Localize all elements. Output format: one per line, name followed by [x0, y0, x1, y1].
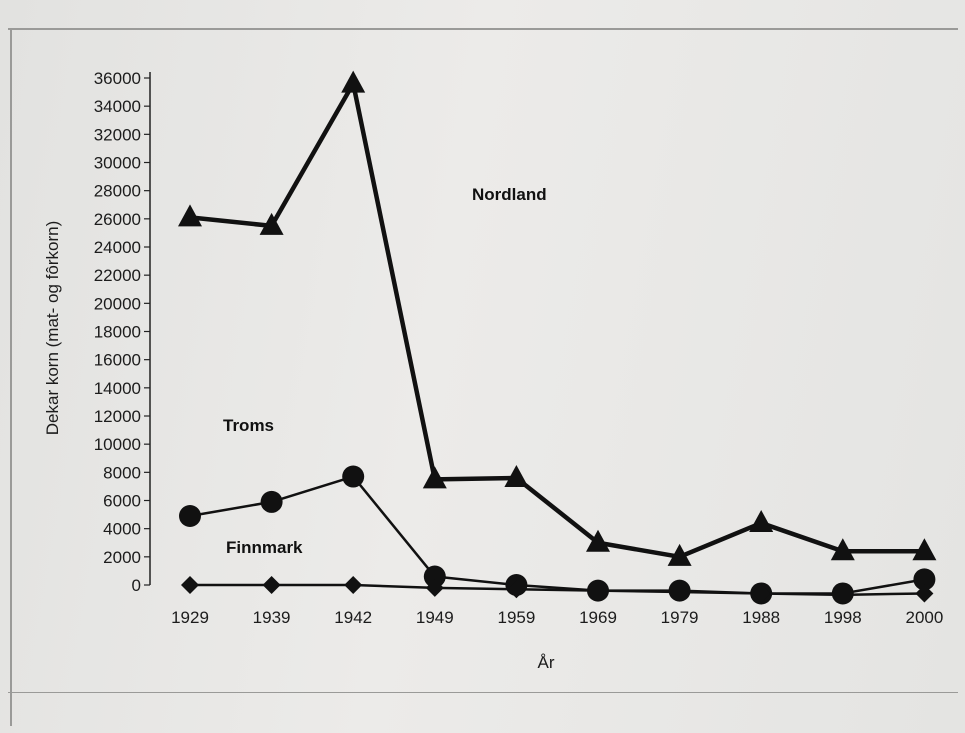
point-nordland — [504, 464, 529, 487]
y-tick-label: 2000 — [103, 548, 141, 567]
point-troms — [423, 565, 446, 588]
y-tick-label: 18000 — [94, 323, 141, 342]
point-finnmark — [589, 581, 607, 600]
series-label-troms: Troms — [223, 416, 274, 435]
point-nordland — [178, 204, 202, 227]
series-line-nordland — [189, 81, 925, 560]
bottom-border-line — [8, 692, 958, 693]
y-tick-label: 16000 — [94, 351, 141, 370]
point-nordland — [586, 529, 610, 552]
x-tick-label: 1969 — [579, 608, 617, 627]
point-finnmark — [915, 584, 934, 603]
x-tick-label: 1942 — [334, 608, 372, 627]
labels: År Dekar korn (mat- og fôrkorn) Nordland… — [43, 185, 555, 672]
y-tick-label: 30000 — [94, 154, 141, 173]
point-troms — [260, 490, 283, 513]
y-tick-label: 14000 — [94, 379, 141, 398]
point-finnmark — [833, 585, 852, 604]
point-nordland — [749, 510, 774, 533]
y-tick-label: 20000 — [94, 294, 141, 313]
y-tick-label: 4000 — [103, 520, 141, 539]
x-tick-label: 1998 — [824, 608, 862, 627]
point-nordland — [422, 466, 447, 489]
x-tick-label: 1988 — [742, 608, 780, 627]
y-axis-title: Dekar korn (mat- og fôrkorn) — [43, 221, 62, 435]
point-finnmark — [670, 583, 689, 602]
point-troms — [342, 465, 365, 488]
point-finnmark — [344, 576, 363, 594]
x-tick-label: 1939 — [253, 608, 291, 627]
y-tick-label: 24000 — [94, 238, 141, 257]
series-markers — [178, 70, 937, 605]
point-troms — [913, 568, 936, 591]
point-nordland — [912, 538, 937, 561]
y-tick-label: 0 — [132, 576, 141, 595]
x-tick-label: 2000 — [905, 608, 943, 627]
x-axis-title: År — [538, 653, 555, 672]
x-tick-label: 1979 — [661, 608, 699, 627]
x-tick-label: 1949 — [416, 608, 454, 627]
y-tick-label: 34000 — [94, 97, 141, 116]
y-tick-label: 12000 — [94, 407, 141, 426]
point-nordland — [667, 543, 692, 566]
series-line-finnmark — [190, 583, 925, 597]
series-label-finnmark: Finnmark — [226, 538, 303, 557]
y-tick-label: 10000 — [94, 435, 141, 454]
point-finnmark — [752, 584, 771, 603]
point-nordland — [830, 538, 855, 561]
y-tick-label: 8000 — [103, 463, 141, 482]
x-tick-label: 1929 — [171, 608, 209, 627]
series-line-troms — [189, 475, 925, 595]
point-nordland — [259, 212, 284, 235]
y-tick-label: 6000 — [103, 492, 141, 511]
point-troms — [179, 504, 201, 527]
axes: 0 2000 4000 6000 8000 10000 12000 14000 16000 180… — [94, 69, 944, 627]
series-lines — [189, 81, 925, 597]
point-nordland — [341, 70, 366, 93]
point-finnmark — [507, 580, 526, 599]
y-tick-label: 36000 — [94, 69, 141, 88]
top-border-line — [8, 28, 958, 30]
y-tick-label: 22000 — [94, 266, 141, 285]
y-tick-label: 28000 — [94, 182, 141, 201]
point-finnmark — [425, 578, 444, 597]
series-label-nordland: Nordland — [472, 185, 547, 204]
point-finnmark — [262, 576, 281, 594]
point-finnmark — [181, 576, 199, 594]
left-border-line — [10, 28, 12, 726]
y-tick-label: 26000 — [94, 210, 141, 229]
x-tick-label: 1959 — [497, 608, 535, 627]
y-tick-label: 32000 — [94, 125, 141, 144]
